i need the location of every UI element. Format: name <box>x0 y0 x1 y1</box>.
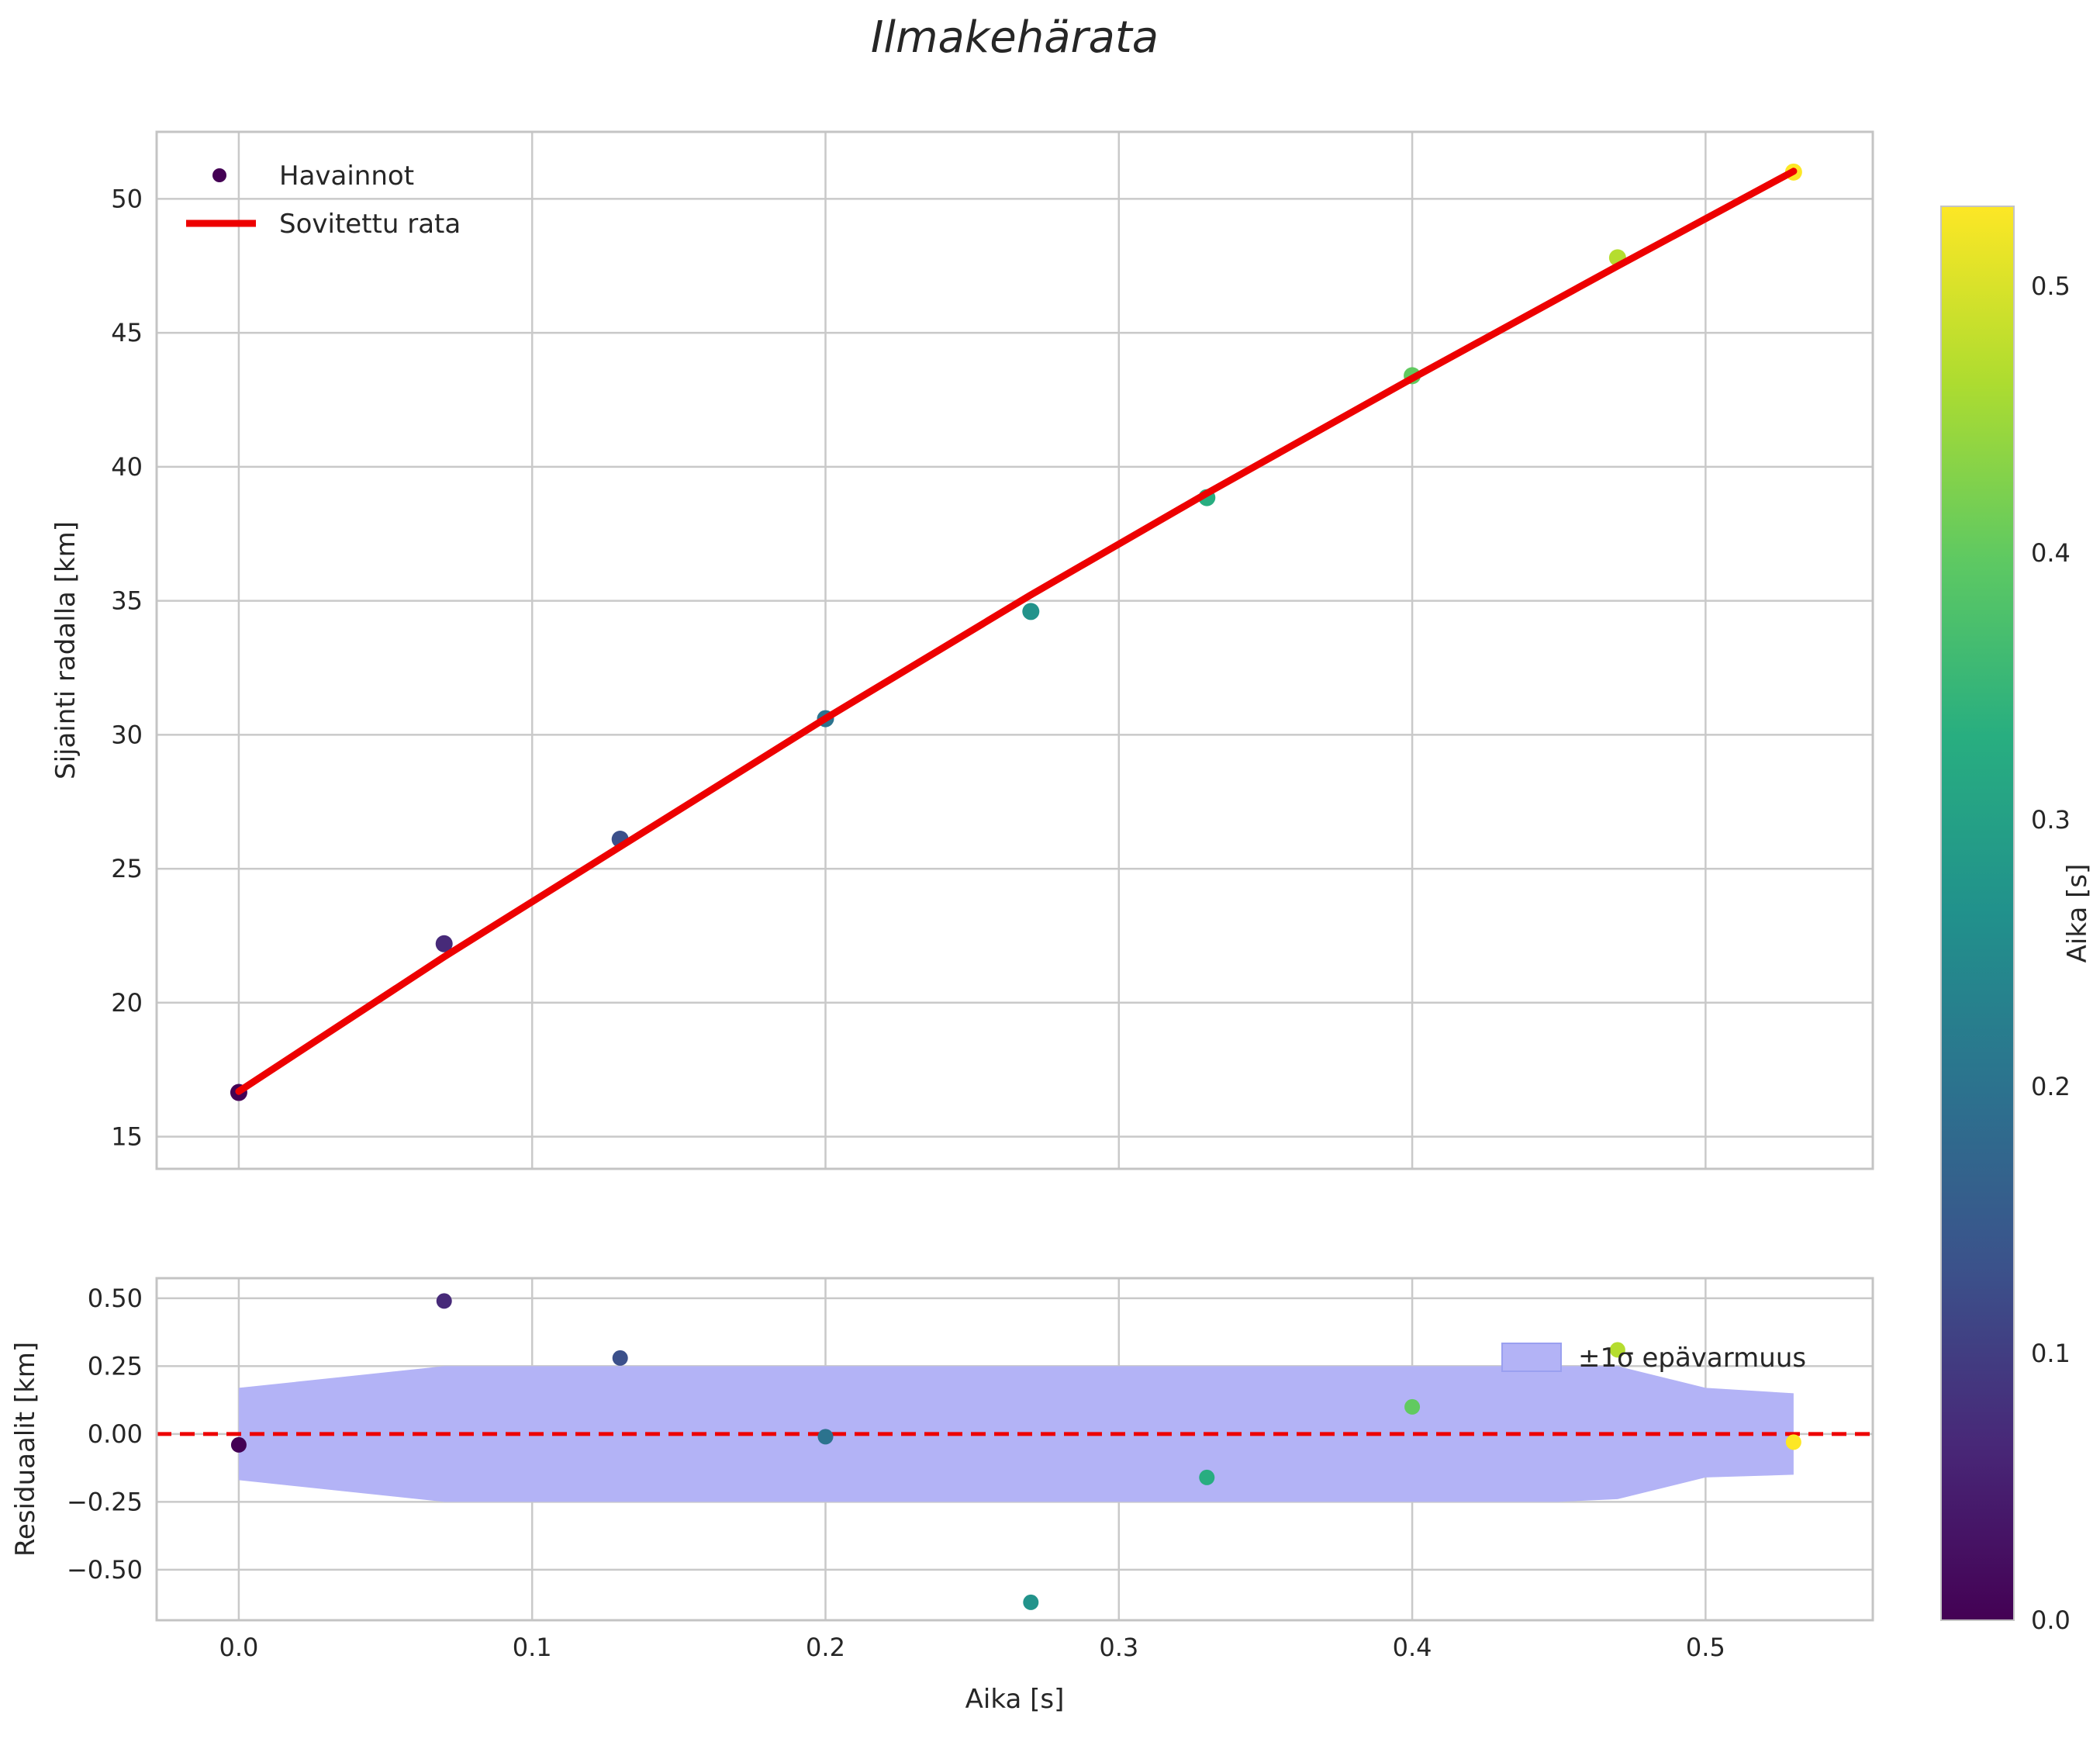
legend-label-havainnot: Havainnot <box>279 161 414 192</box>
legend-label-band: ±1σ epävarmuus <box>1578 1343 1806 1374</box>
main-ytick-label: 35 <box>111 586 143 616</box>
residual-point <box>436 1293 452 1309</box>
legend-marker-havainnot <box>212 168 226 182</box>
residual-point <box>612 1350 628 1366</box>
residual-axes: −0.50 −0.25 0.00 0.25 0.50 0.0 0.1 0.2 0.3 0.4 0.5… <box>10 1277 1874 1715</box>
residual-ytick-label: 0.50 <box>88 1284 143 1313</box>
colorbar-label: Aika [s] <box>2062 864 2093 963</box>
residual-ytick-label: 0.25 <box>88 1351 143 1381</box>
residual-point <box>230 1436 247 1453</box>
residual-point <box>1023 1594 1039 1610</box>
uncertainty-band <box>238 1366 1794 1502</box>
colorbar-tick-label: 0.1 <box>2031 1339 2071 1368</box>
residual-ytick-label: −0.25 <box>67 1487 143 1516</box>
colorbar-tick-label: 0.2 <box>2031 1072 2071 1101</box>
main-legend: Havainnot Sovitettu rata <box>186 161 461 240</box>
xtick-label: 0.4 <box>1393 1633 1432 1662</box>
residual-points <box>230 1293 1801 1610</box>
legend-patch-band <box>1501 1343 1562 1372</box>
residual-point <box>1785 1434 1801 1450</box>
residual-ylabel: Residuaalit [km] <box>10 1342 41 1557</box>
residual-point <box>1609 1342 1625 1358</box>
residual-point <box>1199 1469 1215 1485</box>
residual-point <box>1404 1398 1421 1415</box>
legend-label-sovitettu: Sovitettu rata <box>279 209 461 240</box>
fit-line <box>235 168 1798 1095</box>
colorbar-gradient <box>1940 206 2015 1621</box>
data-point <box>435 935 453 952</box>
chart-title: Ilmakehärata <box>870 12 1159 63</box>
xtick-label: 0.3 <box>1099 1633 1138 1662</box>
residual-point <box>817 1429 834 1445</box>
main-axes-frame <box>155 130 1874 1170</box>
residual-axes-frame <box>155 1277 1874 1622</box>
xtick-label: 0.5 <box>1686 1633 1725 1662</box>
xlabel: Aika [s] <box>965 1684 1065 1715</box>
colorbar-tick-label: 0.4 <box>2031 538 2071 568</box>
main-axes: 15 20 25 30 35 40 45 50 Sijainti radalla [km] Hav… <box>50 130 1874 1170</box>
colorbar: 0.0 0.1 0.2 0.3 0.4 0.5 Aika [s] <box>1940 206 2093 1635</box>
colorbar-tick-label: 0.3 <box>2031 805 2071 835</box>
main-ytick-label: 50 <box>111 184 143 213</box>
main-ytick-label: 30 <box>111 720 143 749</box>
residual-ytick-label: −0.50 <box>67 1555 143 1585</box>
main-ytick-label: 45 <box>111 318 143 347</box>
main-ytick-label: 15 <box>111 1122 143 1152</box>
residual-legend: ±1σ epävarmuus <box>1501 1343 1806 1374</box>
data-point <box>1022 603 1040 620</box>
residual-ytick-label: 0.00 <box>88 1419 143 1449</box>
xtick-label: 0.1 <box>513 1633 552 1662</box>
main-ytick-label: 40 <box>111 452 143 482</box>
main-axes-background <box>157 132 1873 1169</box>
colorbar-tick-label: 0.5 <box>2031 271 2071 301</box>
main-ytick-label: 25 <box>111 854 143 883</box>
xtick-label: 0.2 <box>806 1633 845 1662</box>
colorbar-tick-label: 0.0 <box>2031 1605 2071 1635</box>
main-ytick-label: 20 <box>111 988 143 1018</box>
main-ylabel: Sijainti radalla [km] <box>50 521 81 779</box>
xtick-label: 0.0 <box>219 1633 258 1662</box>
